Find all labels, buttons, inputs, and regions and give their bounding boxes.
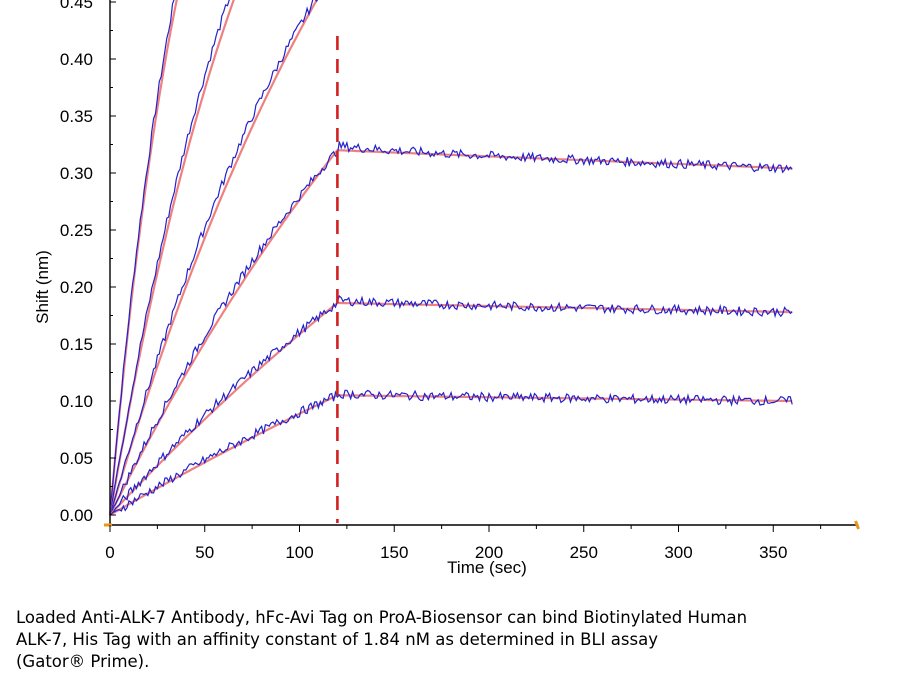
x-axis-end-marker — [854, 520, 860, 530]
y-tick-label: 0.15 — [60, 335, 93, 354]
caption-line: (Gator® Prime). — [16, 652, 150, 671]
x-tick-label: 250 — [570, 543, 598, 562]
x-axis-label: Time (sec) — [447, 558, 527, 577]
caption-line: Loaded Anti-ALK-7 Antibody, hFc-Avi Tag … — [16, 608, 748, 627]
y-tick-label: 0.45 — [60, 0, 93, 12]
y-tick-label: 0.05 — [60, 449, 93, 468]
y-tick-label: 0.35 — [60, 107, 93, 126]
y-tick-label: 0.30 — [60, 164, 93, 183]
figure-caption: Loaded Anti-ALK-7 Antibody, hFc-Avi Tag … — [16, 607, 876, 673]
x-tick-label: 300 — [664, 543, 692, 562]
x-tick-label: 50 — [195, 543, 214, 562]
measured-curve-6 — [109, 389, 793, 516]
measured-curve-5 — [109, 294, 793, 516]
y-tick-label: 0.40 — [60, 50, 93, 69]
x-tick-label: 0 — [105, 543, 114, 562]
x-tick-label: 100 — [285, 543, 313, 562]
fit-curve-4 — [109, 149, 793, 516]
measured-curve-4 — [109, 140, 793, 516]
y-tick-label: 0.00 — [60, 506, 93, 525]
fit-curve-3 — [108, 0, 319, 516]
y-axis-label: Shift (nm) — [33, 250, 52, 324]
measured-curve-2 — [109, 0, 230, 516]
curve-layer — [108, 0, 793, 523]
x-tick-label: 350 — [759, 543, 787, 562]
measured-curve-3 — [109, 0, 319, 516]
fit-curve-2 — [108, 0, 235, 516]
bli-sensorgram-chart: 0.00 0.05 0.10 0.15 0.20 0.25 0.30 0.35 0.40 0.45… — [33, 0, 860, 577]
measured-curve-1 — [109, 0, 175, 516]
x-tick-label: 200 — [475, 543, 503, 562]
fit-curve-1 — [108, 0, 178, 516]
caption-line: ALK-7, His Tag with an affinity constant… — [16, 630, 658, 649]
x-tick-label: 150 — [380, 543, 408, 562]
y-tick-label: 0.20 — [60, 278, 93, 297]
fit-curve-5 — [109, 301, 793, 516]
y-tick-label: 0.10 — [60, 392, 93, 411]
y-tick-label: 0.25 — [60, 221, 93, 240]
axes: 0.00 0.05 0.10 0.15 0.20 0.25 0.30 0.35 0.40 0.45… — [60, 0, 860, 562]
